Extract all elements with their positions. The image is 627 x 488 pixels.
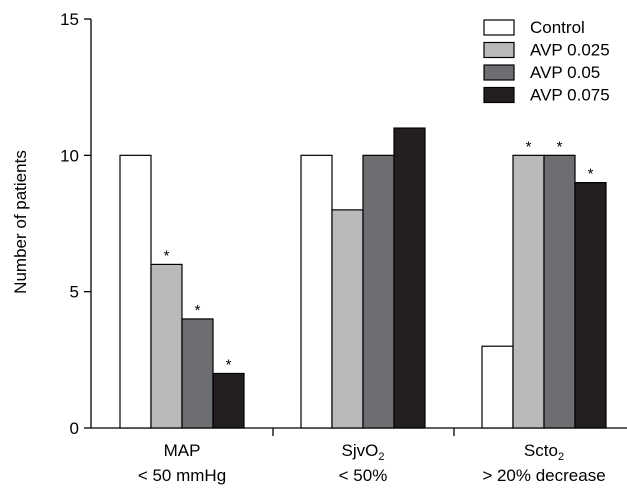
y-tick-label: 15 (60, 10, 79, 29)
bar (331, 209, 364, 429)
bar (543, 154, 576, 429)
axes: 0 5 10 15 MAP < 50 mmHg SjvO2 < 50% Scto2 > 20% d… (60, 10, 627, 485)
bar (300, 154, 333, 429)
x-tick-label-subscript: 2 (378, 451, 384, 463)
bar (574, 182, 607, 429)
significance-markers: * * * * * * (164, 138, 594, 373)
legend-swatch (483, 19, 515, 36)
x-tick-label-line2: > 20% decrease (482, 466, 605, 485)
legend-swatch (483, 86, 515, 104)
y-tick-label: 0 (70, 419, 79, 438)
significance-star: * (164, 247, 170, 264)
legend-label: AVP 0.05 (530, 63, 600, 82)
legend-label: AVP 0.075 (530, 86, 610, 105)
x-tick-label-line2: < 50 mmHg (138, 466, 226, 485)
bar (181, 318, 214, 429)
legend: Control AVP 0.025 AVP 0.05 AVP 0.075 (483, 18, 610, 105)
legend-label: AVP 0.025 (530, 41, 610, 60)
x-tick-label: SjvO2 (342, 441, 385, 463)
significance-star: * (557, 138, 563, 155)
bar (362, 154, 395, 429)
x-tick-label: MAP (164, 441, 201, 460)
bar (150, 263, 183, 429)
bar (393, 127, 426, 429)
x-tick-label-line2: < 50% (339, 466, 388, 485)
y-axis-label: Number of patients (11, 150, 30, 294)
bars (119, 127, 607, 429)
bar (512, 154, 545, 429)
legend-swatch (483, 41, 515, 59)
legend-swatch (483, 64, 515, 81)
significance-star: * (526, 138, 532, 155)
x-tick-label-subscript: 2 (558, 451, 564, 463)
legend-label: Control (530, 18, 585, 37)
y-tick-label: 5 (70, 283, 79, 302)
significance-star: * (226, 356, 232, 373)
x-tick-label: Scto2 (524, 441, 564, 463)
significance-star: * (195, 302, 201, 319)
bar (119, 154, 152, 429)
significance-star: * (588, 166, 594, 183)
bar (212, 372, 245, 429)
bar (481, 345, 514, 429)
y-tick-label: 10 (60, 146, 79, 165)
